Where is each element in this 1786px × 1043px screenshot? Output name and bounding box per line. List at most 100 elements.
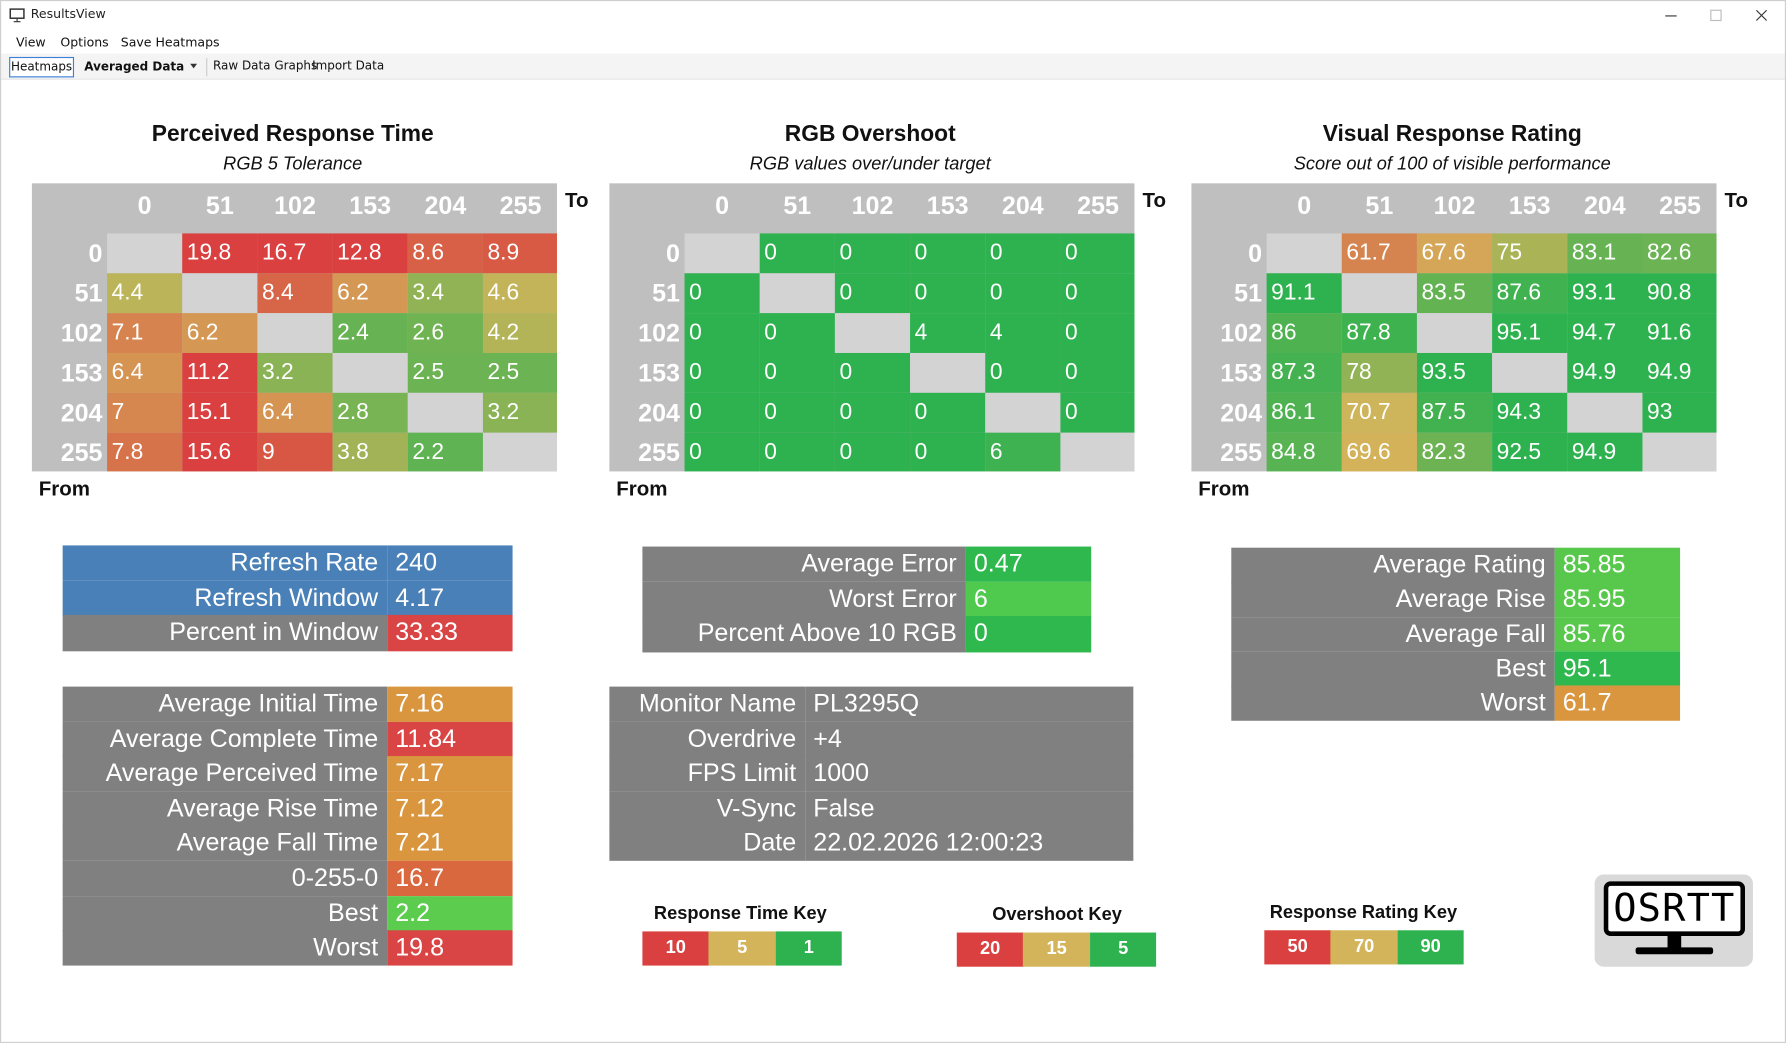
heatmap-cell: 6.4 <box>257 392 333 433</box>
heatmap-cell: 0 <box>759 432 835 472</box>
heatmap-cell: 12.8 <box>332 233 408 274</box>
menu-item[interactable]: Save Heatmaps <box>120 35 220 51</box>
heatmap-cell: 94.7 <box>1567 313 1643 353</box>
close[interactable] <box>1755 9 1768 21</box>
heatmap-cell: 0 <box>985 352 1061 393</box>
heatmap-cell: 7.8 <box>107 432 183 472</box>
menu-item[interactable]: Options <box>60 35 109 51</box>
to-label: 153 <box>349 191 392 220</box>
heatmap-cell: 95.1 <box>1492 313 1568 353</box>
stat-label: Average Perceived Time <box>62 756 388 792</box>
empty-cell <box>1416 313 1493 353</box>
stat-label: Average Fall <box>1231 616 1555 652</box>
stat-label: Average Fall Time <box>62 825 388 862</box>
to-label: 51 <box>783 191 812 220</box>
empty-cell <box>834 313 911 353</box>
to-label: 0 <box>137 191 152 220</box>
stat-value: 85.95 <box>1554 582 1681 618</box>
from-label: 153 <box>60 358 103 388</box>
from-label: 51 <box>652 278 681 308</box>
heatmap-cell: 82.6 <box>1642 233 1717 274</box>
stat-value: 16.7 <box>387 860 513 897</box>
stat-value: 7.16 <box>387 686 513 723</box>
stat-label: Average Rating <box>1231 547 1555 583</box>
heatmap-cell: 0 <box>1060 392 1135 433</box>
heatmap-cell: 4.4 <box>107 273 183 314</box>
heatmap-cell: 0 <box>1060 273 1135 314</box>
heatmap-cell: 92.5 <box>1492 432 1568 472</box>
heatmap-cell: 93 <box>1642 392 1717 433</box>
stat-label: Average Rise Time <box>62 791 388 827</box>
heatmap-subtitle: Score out of 100 of visible performance <box>1293 154 1611 175</box>
to-label: 153 <box>1508 191 1551 220</box>
to-label: 51 <box>1365 191 1394 220</box>
stat-value: 7.12 <box>387 791 513 827</box>
heatmap-cell: 0 <box>834 392 911 433</box>
to-label: 204 <box>1583 191 1626 220</box>
heatmap-cell: 67.6 <box>1416 233 1493 274</box>
heatmap-cell: 8.4 <box>257 273 333 314</box>
maximize[interactable] <box>1710 9 1722 22</box>
heatmap-cell: 0 <box>985 273 1061 314</box>
stat-label: Refresh Rate <box>62 545 388 581</box>
from-label: 102 <box>60 318 103 348</box>
heatmap-cell: 94.3 <box>1492 392 1568 433</box>
heatmap-cell: 3.2 <box>257 352 333 393</box>
stat-value: 33.33 <box>387 615 513 651</box>
stat-label: Average Initial Time <box>62 686 388 723</box>
to-label: 255 <box>1077 191 1119 220</box>
heatmap-cell: 0 <box>834 233 911 274</box>
stat-value: 2.2 <box>387 895 513 932</box>
toolbar-button[interactable]: Raw Data Graphs <box>212 59 318 73</box>
empty-cell <box>1642 432 1717 472</box>
empty-cell <box>985 392 1061 433</box>
to-label: 102 <box>851 191 894 220</box>
key-swatch: 5 <box>708 931 776 966</box>
window-controls[interactable] <box>1652 5 1777 28</box>
heatmap-cell: 83.5 <box>1416 273 1493 314</box>
empty-cell <box>107 233 183 274</box>
stat-label: Overdrive <box>609 721 806 757</box>
key-swatch: 50 <box>1264 930 1331 965</box>
key-swatch: 5 <box>1089 932 1157 967</box>
to-axis-label: To <box>1724 189 1749 212</box>
heatmap-cell: 3.4 <box>407 273 483 314</box>
heatmap-cell: 0 <box>684 313 760 353</box>
stat-label: Worst Error <box>642 581 966 618</box>
menu-item[interactable]: View <box>15 35 46 51</box>
heatmap-cell: 0 <box>684 273 760 314</box>
dropdown-arrow[interactable] <box>190 63 198 69</box>
from-label: 204 <box>60 398 103 427</box>
stat-value: 7.21 <box>387 825 513 862</box>
tab-button[interactable]: Heatmaps <box>9 56 75 78</box>
heatmap-cell: 94.9 <box>1567 352 1643 393</box>
heatmap-cell: 4 <box>910 313 986 353</box>
stat-value: 0 <box>965 616 1092 652</box>
heatmap-cell: 3.8 <box>332 432 408 472</box>
heatmap-cell: 87.5 <box>1416 392 1493 433</box>
logo-screen <box>1603 881 1745 936</box>
stat-value: 85.85 <box>1554 547 1681 583</box>
to-label: 0 <box>1297 191 1312 220</box>
heatmap-cell: 84.8 <box>1266 432 1342 472</box>
heatmap-cell: 0 <box>759 352 835 393</box>
dropdown[interactable]: Averaged Data <box>84 60 185 75</box>
from-axis-label: From <box>616 477 668 500</box>
empty-cell <box>910 352 986 393</box>
stat-label: Monitor Name <box>609 686 806 723</box>
stat-label: Refresh Window <box>62 580 388 616</box>
heatmap-cell: 61.7 <box>1341 233 1417 274</box>
heatmap-cell: 93.1 <box>1567 273 1643 314</box>
heatmap-cell: 0 <box>834 352 911 393</box>
toolbar-button[interactable]: Import Data <box>312 59 385 73</box>
stat-value: 1000 <box>805 756 1134 792</box>
stat-label: FPS Limit <box>609 756 806 792</box>
stat-value: 95.1 <box>1554 651 1681 687</box>
empty-cell <box>1060 432 1135 472</box>
stat-value: 4.17 <box>387 580 513 616</box>
heatmap-cell: 87.6 <box>1492 273 1568 314</box>
empty-cell <box>332 352 408 393</box>
